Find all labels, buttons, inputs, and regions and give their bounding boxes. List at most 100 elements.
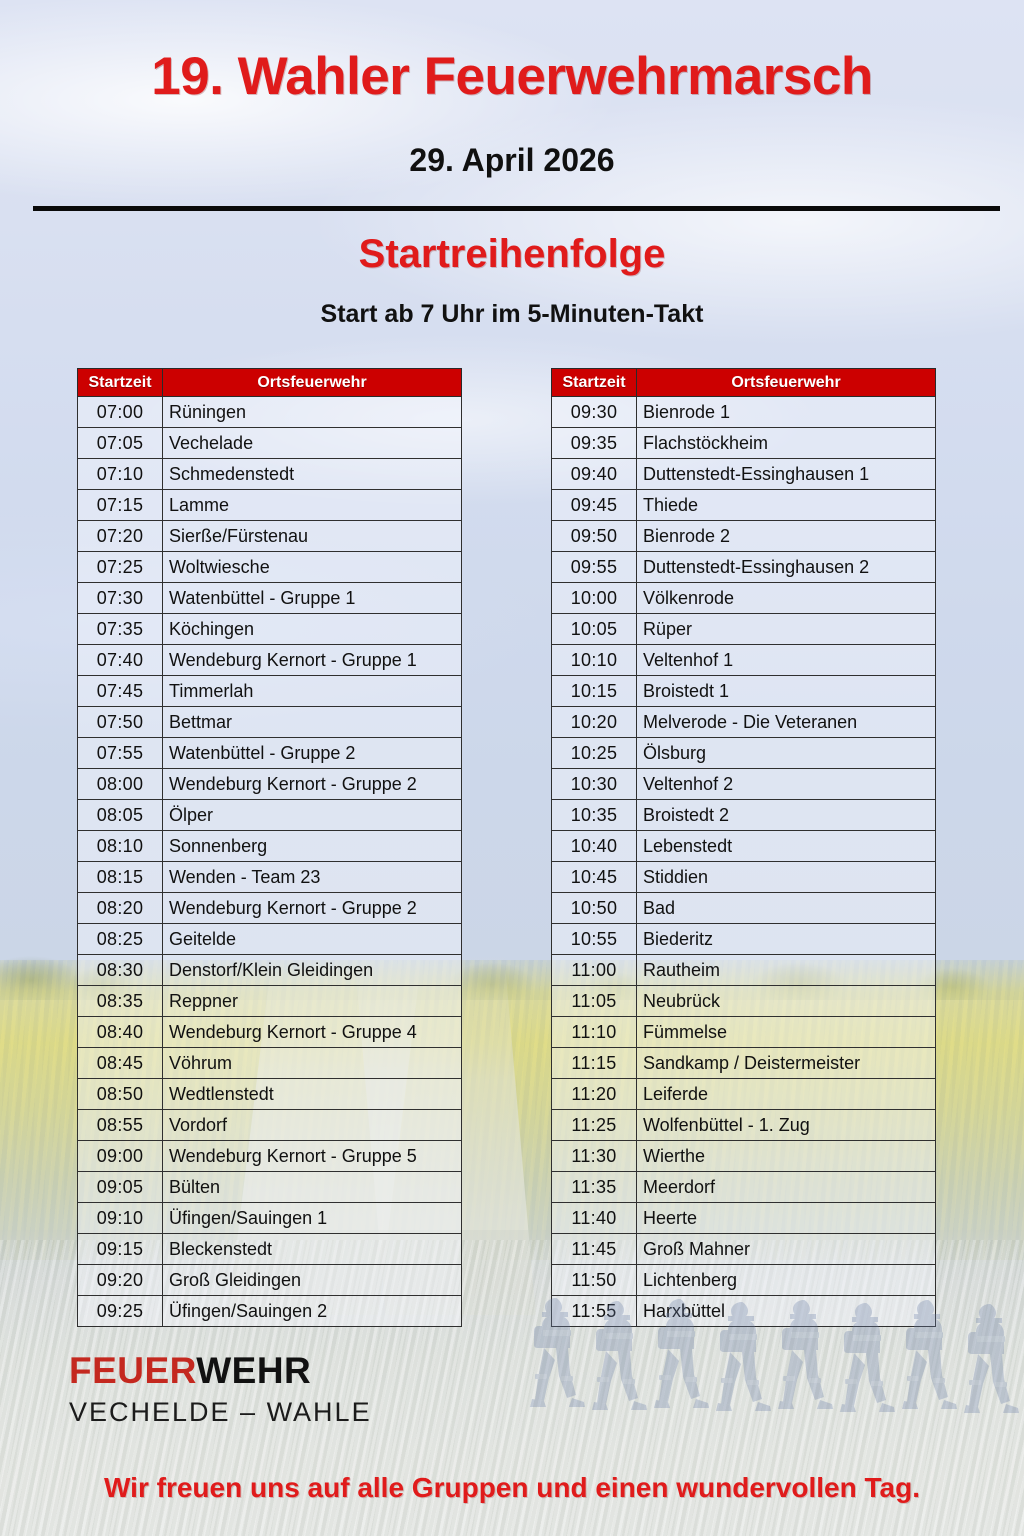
table-header-row: Startzeit Ortsfeuerwehr [77, 368, 462, 397]
table-row: 09:00 Wendeburg Kernort - Gruppe 5 [77, 1140, 462, 1172]
cell-ortsfeuerwehr: Wendeburg Kernort - Gruppe 2 [162, 892, 462, 924]
cell-startzeit: 09:20 [77, 1264, 163, 1296]
table-row: 09:20 Groß Gleidingen [77, 1264, 462, 1296]
cell-startzeit: 11:00 [551, 954, 637, 986]
cell-startzeit: 10:50 [551, 892, 637, 924]
table-row: 11:05 Neubrück [551, 985, 936, 1017]
cell-startzeit: 10:00 [551, 582, 637, 614]
table-row: 08:35 Reppner [77, 985, 462, 1017]
table-row: 09:50 Bienrode 2 [551, 520, 936, 552]
cell-startzeit: 11:10 [551, 1016, 637, 1048]
logo-word-feuer: FEUER [69, 1350, 197, 1391]
cell-startzeit: 07:05 [77, 427, 163, 459]
table-row: 08:50 Wedtlenstedt [77, 1078, 462, 1110]
cell-ortsfeuerwehr: Duttenstedt-Essinghausen 1 [636, 458, 936, 490]
cell-ortsfeuerwehr: Stiddien [636, 861, 936, 893]
table-row: 09:10 Üfingen/Sauingen 1 [77, 1202, 462, 1234]
event-date: 29. April 2026 [409, 142, 615, 178]
cell-startzeit: 11:50 [551, 1264, 637, 1296]
cell-startzeit: 09:40 [551, 458, 637, 490]
table-row: 08:15 Wenden - Team 23 [77, 861, 462, 893]
cell-ortsfeuerwehr: Veltenhof 1 [636, 644, 936, 676]
cell-startzeit: 08:35 [77, 985, 163, 1017]
cell-startzeit: 10:30 [551, 768, 637, 800]
table-row: 09:25 Üfingen/Sauingen 2 [77, 1295, 462, 1327]
cell-startzeit: 07:45 [77, 675, 163, 707]
cell-ortsfeuerwehr: Wendeburg Kernort - Gruppe 1 [162, 644, 462, 676]
cell-ortsfeuerwehr: Harxbüttel [636, 1295, 936, 1327]
cell-ortsfeuerwehr: Ölper [162, 799, 462, 831]
cell-ortsfeuerwehr: Lebenstedt [636, 830, 936, 862]
cell-ortsfeuerwehr: Lichtenberg [636, 1264, 936, 1296]
table-row: 08:45 Vöhrum [77, 1047, 462, 1079]
table-row: 08:20 Wendeburg Kernort - Gruppe 2 [77, 892, 462, 924]
table-row: 07:15 Lamme [77, 489, 462, 521]
cell-startzeit: 08:55 [77, 1109, 163, 1141]
cell-startzeit: 10:20 [551, 706, 637, 738]
table-row: 10:25 Ölsburg [551, 737, 936, 769]
table-row: 09:35 Flachstöckheim [551, 427, 936, 459]
table-row: 10:00 Völkenrode [551, 582, 936, 614]
cell-startzeit: 09:15 [77, 1233, 163, 1265]
cell-startzeit: 09:00 [77, 1140, 163, 1172]
table-row: 08:00 Wendeburg Kernort - Gruppe 2 [77, 768, 462, 800]
cell-startzeit: 11:40 [551, 1202, 637, 1234]
logo-location: VECHELDE – WAHLE [69, 1396, 372, 1427]
cell-ortsfeuerwehr: Woltwiesche [162, 551, 462, 583]
cell-startzeit: 07:00 [77, 396, 163, 428]
table-row: 10:20 Melverode - Die Veteranen [551, 706, 936, 738]
cell-startzeit: 11:20 [551, 1078, 637, 1110]
cell-ortsfeuerwehr: Groß Gleidingen [162, 1264, 462, 1296]
table-row: 07:55 Watenbüttel - Gruppe 2 [77, 737, 462, 769]
table-row: 07:50 Bettmar [77, 706, 462, 738]
cell-ortsfeuerwehr: Wolfenbüttel - 1. Zug [636, 1109, 936, 1141]
table-row: 11:25 Wolfenbüttel - 1. Zug [551, 1109, 936, 1141]
cell-startzeit: 10:55 [551, 923, 637, 955]
column-header-ortsfeuerwehr: Ortsfeuerwehr [162, 368, 462, 397]
table-row: 07:45 Timmerlah [77, 675, 462, 707]
cell-startzeit: 08:40 [77, 1016, 163, 1048]
table-row: 11:20 Leiferde [551, 1078, 936, 1110]
cell-startzeit: 11:35 [551, 1171, 637, 1203]
column-header-ortsfeuerwehr: Ortsfeuerwehr [636, 368, 936, 397]
cell-ortsfeuerwehr: Veltenhof 2 [636, 768, 936, 800]
cell-ortsfeuerwehr: Rüper [636, 613, 936, 645]
cell-ortsfeuerwehr: Sierße/Fürstenau [162, 520, 462, 552]
cell-startzeit: 07:25 [77, 551, 163, 583]
table-row: 08:55 Vordorf [77, 1109, 462, 1141]
cell-ortsfeuerwehr: Meerdorf [636, 1171, 936, 1203]
table-row: 07:35 Köchingen [77, 613, 462, 645]
cell-startzeit: 10:10 [551, 644, 637, 676]
cell-ortsfeuerwehr: Rüningen [162, 396, 462, 428]
logo-word-wehr: WEHR [196, 1350, 312, 1391]
cell-ortsfeuerwehr: Flachstöckheim [636, 427, 936, 459]
table-row: 09:40 Duttenstedt-Essinghausen 1 [551, 458, 936, 490]
cell-startzeit: 11:30 [551, 1140, 637, 1172]
table-row: 07:30 Watenbüttel - Gruppe 1 [77, 582, 462, 614]
cell-ortsfeuerwehr: Ölsburg [636, 737, 936, 769]
cell-ortsfeuerwehr: Vechelade [162, 427, 462, 459]
table-row: 07:25 Woltwiesche [77, 551, 462, 583]
cell-ortsfeuerwehr: Bienrode 1 [636, 396, 936, 428]
cell-startzeit: 11:25 [551, 1109, 637, 1141]
cell-ortsfeuerwehr: Watenbüttel - Gruppe 2 [162, 737, 462, 769]
cell-ortsfeuerwehr: Bad [636, 892, 936, 924]
table-row: 10:35 Broistedt 2 [551, 799, 936, 831]
cell-ortsfeuerwehr: Timmerlah [162, 675, 462, 707]
cell-ortsfeuerwehr: Broistedt 1 [636, 675, 936, 707]
cell-startzeit: 10:45 [551, 861, 637, 893]
cell-ortsfeuerwehr: Fümmelse [636, 1016, 936, 1048]
cell-startzeit: 10:25 [551, 737, 637, 769]
cell-ortsfeuerwehr: Rautheim [636, 954, 936, 986]
cell-startzeit: 08:45 [77, 1047, 163, 1079]
table-row: 10:10 Veltenhof 1 [551, 644, 936, 676]
table-row: 08:30 Denstorf/Klein Gleidingen [77, 954, 462, 986]
column-header-startzeit: Startzeit [551, 368, 637, 397]
cell-startzeit: 11:15 [551, 1047, 637, 1079]
brigade-logo: FEUERWEHR VECHELDE – WAHLE [69, 1350, 372, 1428]
table-header-row: Startzeit Ortsfeuerwehr [551, 368, 936, 397]
cell-startzeit: 08:10 [77, 830, 163, 862]
cell-ortsfeuerwehr: Lamme [162, 489, 462, 521]
cell-ortsfeuerwehr: Vöhrum [162, 1047, 462, 1079]
